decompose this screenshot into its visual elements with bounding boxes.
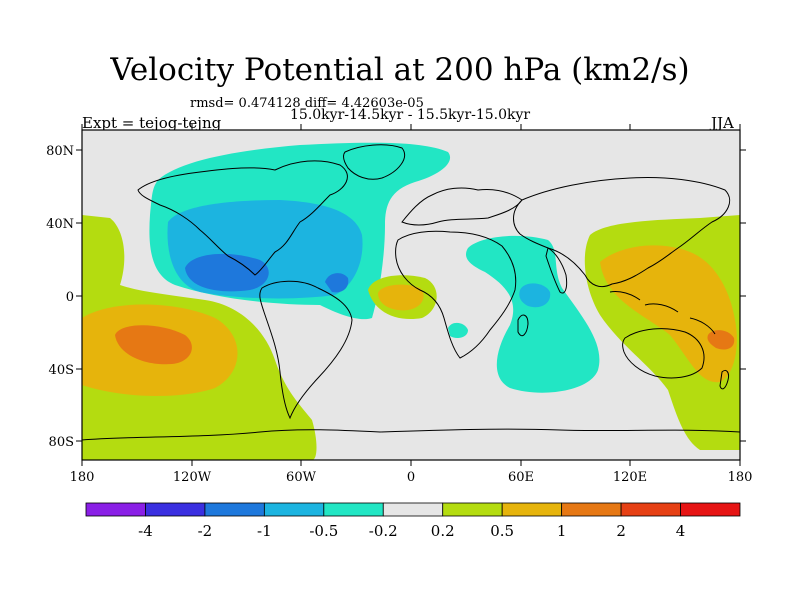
colorbar-swatch xyxy=(620,502,681,517)
colorbar-swatch xyxy=(680,502,741,517)
latitude-axis: 80N 40N 0 40S 80S xyxy=(46,144,746,450)
coast-north-america xyxy=(137,160,348,276)
negative-patch-south-africa xyxy=(448,322,468,338)
coast-australia xyxy=(622,328,705,379)
contour-fields xyxy=(82,142,740,460)
longitude-axis: 180 120W 60W 0 60E 120E 180 xyxy=(70,124,753,485)
positive-core-west-pacific xyxy=(707,330,735,350)
colorbar-level-label: 0.2 xyxy=(431,522,455,540)
negative-core-atlantic xyxy=(185,253,269,292)
colorbar-swatch xyxy=(442,502,503,517)
colorbar-level-label: 2 xyxy=(616,522,626,540)
colorbar-swatch xyxy=(85,502,146,517)
coast-antarctica xyxy=(82,428,740,441)
coast-madagascar xyxy=(517,314,529,337)
map-title: Velocity Potential at 200 hPa (km2/s) xyxy=(110,52,690,88)
colorbar-swatch xyxy=(145,502,206,517)
experiment-label: Expt = tejog-tejng xyxy=(82,114,222,132)
colorbar-level-label: 0.5 xyxy=(490,522,514,540)
lat-label-40n: 40N xyxy=(46,217,74,232)
colorbar-swatch xyxy=(263,502,325,517)
colorbar-level-label: 1 xyxy=(557,522,567,540)
coast-india xyxy=(545,247,568,294)
coast-greenland xyxy=(343,144,405,180)
colorbar: -4 -2 -1 -0.5 -0.2 0.2 0.5 1 2 4 xyxy=(85,502,741,540)
colorbar-swatch xyxy=(382,502,444,517)
coastlines xyxy=(82,144,740,441)
lon-label-60e: 60E xyxy=(508,470,534,485)
colorbar-level-label: -1 xyxy=(257,522,272,540)
lon-label-180e: 180 xyxy=(728,470,753,485)
colorbar-swatch xyxy=(561,502,622,517)
lon-label-60w: 60W xyxy=(286,470,317,485)
lat-label-80n: 80N xyxy=(46,144,74,159)
negative-core-indian-ocean xyxy=(519,283,551,308)
lon-label-120e: 120E xyxy=(613,470,647,485)
colorbar-swatch xyxy=(323,502,384,517)
coast-new-zealand xyxy=(719,369,729,390)
lon-label-180w: 180 xyxy=(70,470,95,485)
colorbar-swatch xyxy=(501,502,563,517)
coast-southeast-asia-islands xyxy=(609,291,716,335)
stats-subtitle: rmsd= 0.474128 diff= 4.42603e-05 xyxy=(190,96,424,111)
season-label: JJA xyxy=(711,114,734,132)
colorbar-level-label: -2 xyxy=(198,522,213,540)
coast-south-america xyxy=(259,280,353,420)
negative-core-atlantic-small xyxy=(325,273,349,293)
colorbar-level-label: 4 xyxy=(676,522,686,540)
period-subtitle: 15.0kyr-14.5kyr - 15.5kyr-15.0kyr xyxy=(290,107,531,123)
lat-label-0: 0 xyxy=(66,290,74,305)
lat-label-80s: 80S xyxy=(49,435,74,450)
lon-label-120w: 120W xyxy=(173,470,212,485)
positive-core-east-pacific xyxy=(115,325,192,365)
colorbar-level-label: -0.5 xyxy=(309,522,338,540)
coast-asia xyxy=(513,177,730,288)
negative-lobe-indian-ocean xyxy=(465,235,600,393)
colorbar-level-label: -0.2 xyxy=(369,522,398,540)
colorbar-level-label: -4 xyxy=(138,522,153,540)
lon-label-0: 0 xyxy=(407,470,415,485)
coast-africa xyxy=(395,230,517,359)
colorbar-swatch xyxy=(204,502,265,517)
positive-core-gulf-of-guinea xyxy=(378,284,424,311)
lat-label-40s: 40S xyxy=(49,363,74,378)
